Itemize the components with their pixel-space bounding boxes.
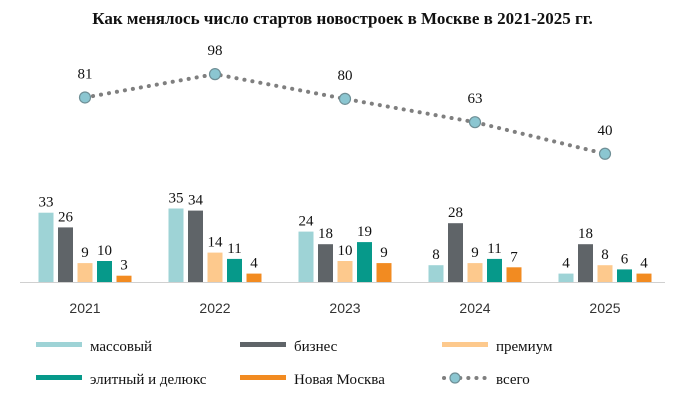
bar-label-0-2024: 8 [432, 247, 440, 263]
bar-4-2022 [246, 273, 262, 282]
bar-label-0-2025: 4 [562, 256, 570, 272]
total-point-2024 [468, 116, 482, 129]
x-tick-2023: 2023 [329, 300, 360, 316]
x-tick-2021: 2021 [69, 300, 100, 316]
bar-1-2023 [318, 244, 333, 282]
total-point-2022 [208, 68, 222, 81]
chart-title: Как менялось число стартов новостроек в … [92, 9, 593, 28]
total-point-2025 [598, 147, 612, 160]
bar-label-2-2024: 9 [471, 245, 479, 261]
bar-2-2025 [597, 265, 613, 282]
bar-0-2022 [168, 208, 184, 282]
legend-label-novaya-moskva: Новая Москва [294, 372, 385, 388]
bar-4-2025 [636, 273, 652, 282]
bar-label-0-2022: 35 [169, 191, 184, 207]
total-label-2025: 40 [598, 123, 613, 139]
legend-swatch-premium [442, 342, 488, 347]
bar-3-2022 [227, 258, 242, 282]
bar-label-3-2024: 11 [487, 241, 501, 257]
bar-0-2025 [558, 273, 574, 282]
bar-3-2025 [617, 269, 632, 282]
x-tick-2022: 2022 [199, 300, 230, 316]
legend-label-massovyj: массовый [90, 339, 152, 355]
bar-0-2024 [428, 265, 444, 282]
bar-label-2-2023: 10 [338, 243, 353, 259]
bar-3-2021 [97, 261, 112, 282]
bar-label-1-2025: 18 [578, 226, 593, 242]
bar-1-2024 [448, 223, 463, 282]
bar-label-4-2025: 4 [640, 256, 648, 272]
bar-label-1-2024: 28 [448, 205, 463, 221]
bar-label-1-2023: 18 [318, 226, 333, 242]
bar-3-2023 [357, 242, 372, 282]
bar-label-0-2021: 33 [39, 195, 54, 211]
bar-label-3-2025: 6 [621, 251, 629, 267]
total-label-2021: 81 [78, 66, 93, 82]
bar-3-2024 [487, 258, 502, 282]
bar-label-4-2024: 7 [510, 249, 518, 265]
bar-0-2021 [38, 212, 54, 282]
x-tick-2024: 2024 [459, 300, 490, 316]
bar-label-0-2023: 24 [299, 214, 315, 230]
bar-4-2023 [376, 263, 392, 282]
bar-label-2-2025: 8 [601, 247, 609, 263]
bar-label-3-2022: 11 [227, 241, 241, 257]
bar-label-1-2021: 26 [58, 209, 74, 225]
bar-label-2-2021: 9 [81, 245, 89, 261]
legend-swatch-marker-vsego [449, 372, 461, 384]
bar-1-2022 [188, 210, 203, 282]
total-label-2023: 80 [338, 68, 353, 84]
legend-label-premium: премиум [496, 339, 553, 355]
bar-2-2021 [77, 263, 93, 282]
bar-2-2022 [207, 252, 223, 282]
bar-4-2024 [506, 267, 522, 282]
legend-label-elitnyj: элитный и делюкс [90, 372, 207, 388]
bar-label-4-2021: 3 [120, 258, 128, 274]
bar-4-2021 [116, 275, 132, 282]
total-label-2022: 98 [208, 43, 223, 59]
x-tick-2025: 2025 [589, 300, 620, 316]
legend-swatch-massovyj [36, 342, 82, 347]
legend-label-biznes: бизнес [294, 339, 338, 355]
total-label-2024: 63 [468, 91, 483, 107]
bar-0-2023 [298, 231, 314, 282]
total-point-2021 [78, 91, 92, 104]
legend-swatch-novaya-moskva [240, 375, 286, 380]
bar-1-2025 [578, 244, 593, 282]
bar-2-2023 [337, 261, 353, 282]
bar-label-4-2022: 4 [250, 256, 258, 272]
bar-label-4-2023: 9 [380, 245, 388, 261]
legend-swatch-biznes [240, 342, 286, 347]
bar-label-1-2022: 34 [188, 193, 204, 209]
bar-label-3-2021: 10 [97, 243, 112, 259]
bar-2-2024 [467, 263, 483, 282]
bar-label-2-2022: 14 [208, 235, 224, 251]
legend-swatch-elitnyj [36, 375, 82, 380]
total-line [83, 72, 607, 156]
bar-1-2021 [58, 227, 73, 282]
bar-label-3-2023: 19 [357, 224, 372, 240]
total-point-2023 [338, 92, 352, 105]
legend-label-vsego: всего [496, 372, 530, 388]
